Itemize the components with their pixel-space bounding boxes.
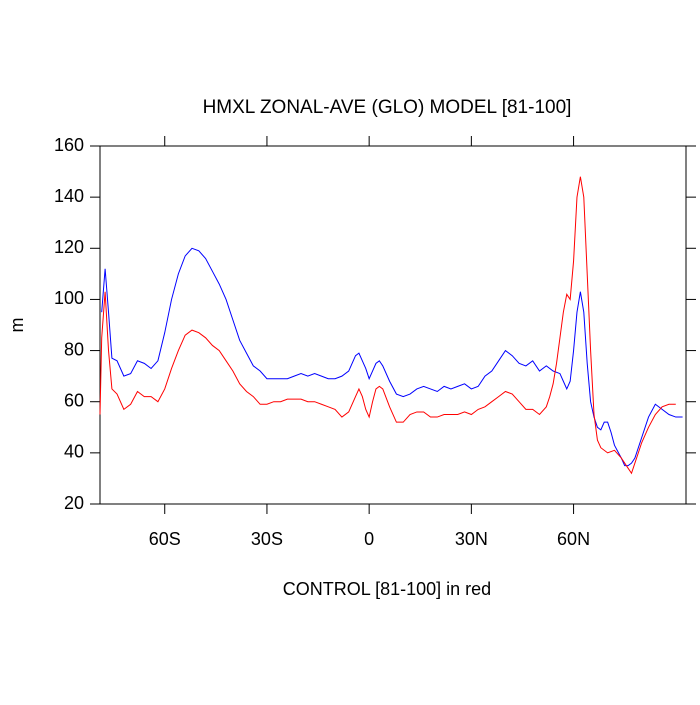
y-tick-label: 40 (64, 442, 84, 462)
x-tick-label: 0 (364, 529, 374, 549)
series-line (101, 247, 683, 467)
x-tick-label: 30S (251, 529, 283, 549)
y-tick-label: 140 (54, 186, 84, 206)
y-tick-label: 100 (54, 288, 84, 308)
x-tick-label: 60N (557, 529, 590, 549)
x-tick-label: 60S (149, 529, 181, 549)
y-tick-label: 60 (64, 390, 84, 410)
plot-frame (99, 145, 687, 505)
x-tick-label: 30N (455, 529, 488, 549)
y-axis-label: m (7, 318, 27, 333)
x-axis-label: CONTROL [81-100] in red (283, 579, 491, 599)
y-tick-label: 160 (54, 135, 84, 155)
chart-title: HMXL ZONAL-AVE (GLO) MODEL [81-100] (203, 97, 572, 118)
series-line (99, 176, 676, 475)
y-tick-label: 80 (64, 339, 84, 359)
y-tick-label: 20 (64, 493, 84, 513)
y-tick-label: 120 (54, 237, 84, 257)
